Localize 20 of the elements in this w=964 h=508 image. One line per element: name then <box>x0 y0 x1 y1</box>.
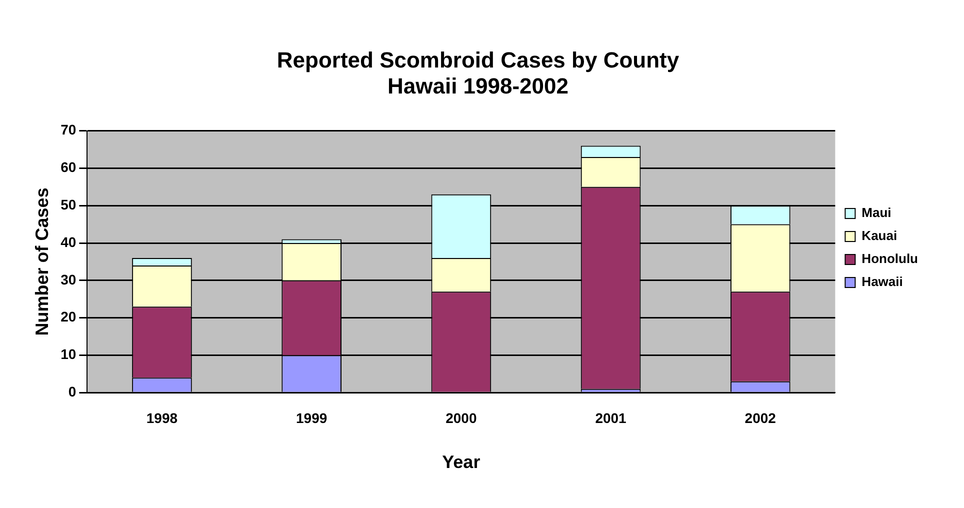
y-tick-label: 0 <box>68 383 76 400</box>
y-tick-label: 50 <box>60 196 76 212</box>
x-tick-label: 2000 <box>446 410 477 426</box>
y-tick-label: 20 <box>60 308 76 325</box>
y-axis-title: Number of Cases <box>32 188 52 336</box>
y-tick-label: 30 <box>60 271 76 288</box>
x-tick-label: 2001 <box>595 410 627 426</box>
legend-label: Honolulu <box>862 251 918 266</box>
x-tick-label: 2002 <box>744 410 776 426</box>
legend-label: Hawaii <box>862 274 903 290</box>
x-tick-label: 1998 <box>146 410 178 426</box>
y-tick-label: 40 <box>60 234 76 250</box>
y-tick-label: 60 <box>60 159 76 176</box>
x-tick-label: 1999 <box>296 410 328 426</box>
y-tick-label: 10 <box>60 346 76 362</box>
chart-title: Reported Scombroid Cases by County Hawaii 1998-2002 <box>276 47 680 99</box>
y-tick-label: 70 <box>60 122 76 138</box>
x-axis-title: Year <box>442 452 480 472</box>
legend-label: Maui <box>862 205 892 220</box>
legend-label: Kauai <box>862 228 898 244</box>
